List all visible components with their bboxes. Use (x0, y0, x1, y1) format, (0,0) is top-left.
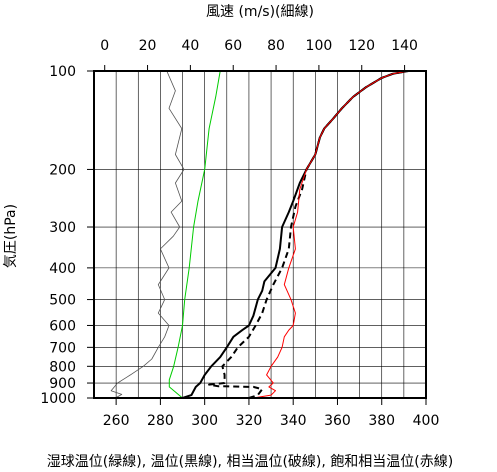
bottom-axis-tick-label: 400 (413, 413, 440, 429)
bottom-axis-tick-label: 260 (103, 413, 130, 429)
series-layer (110, 70, 409, 399)
y-axis-tick-label: 200 (49, 162, 76, 178)
y-axis-tick-label: 100 (49, 64, 76, 80)
top-axis-tick-label: 120 (348, 38, 375, 54)
top-axis-title: 風速 (m/s)(細線) (206, 4, 314, 20)
bottom-axis-tick-label: 320 (236, 413, 263, 429)
bottom-axis-tick-label: 360 (324, 413, 351, 429)
bottom-axis-tick-label: 380 (368, 413, 395, 429)
y-axis-tick-label: 900 (49, 376, 76, 392)
bottom-axis-title: 湿球温位(緑線), 温位(黒線), 相当温位(破線), 飽和相当温位(赤線) (47, 453, 453, 470)
top-axis-tick-label: 0 (100, 38, 109, 54)
y-axis-tick-label: 400 (49, 261, 76, 277)
y-axis-tick-label: 800 (49, 359, 76, 375)
series-line-飽和相当温位 (253, 70, 409, 399)
plot-frame (93, 70, 427, 399)
series-line-風速 (110, 70, 185, 399)
series-line-相当温位 (208, 70, 409, 399)
top-axis-tick-label: 20 (139, 38, 157, 54)
bottom-axis-tick-label: 280 (147, 413, 174, 429)
top-axis-tick-label: 100 (306, 38, 333, 54)
y-axis-tick-label: 500 (49, 293, 76, 309)
top-axis-tick-label: 40 (181, 38, 199, 54)
top-axis-tick-label: 140 (391, 38, 418, 54)
y-axis-tick-label: 700 (49, 340, 76, 356)
y-axis-title: 気圧(hPa) (3, 204, 19, 268)
series-line-湿球温位 (168, 70, 221, 399)
y-axis-tick-label: 600 (49, 318, 76, 334)
grid (93, 70, 427, 399)
tick-labels: 260 280 300 320 340 360 380 400 0 20 40 60 80 100 120 1… (40, 38, 439, 429)
series-line-温位 (182, 70, 409, 399)
y-axis-tick-label: 300 (49, 220, 76, 236)
y-axis-tick-label: 1000 (40, 391, 76, 407)
bottom-axis-tick-label: 340 (280, 413, 307, 429)
tick-marks (87, 65, 427, 405)
top-axis-tick-label: 60 (224, 38, 242, 54)
bottom-axis-tick-label: 300 (191, 413, 218, 429)
top-axis-tick-label: 80 (267, 38, 285, 54)
